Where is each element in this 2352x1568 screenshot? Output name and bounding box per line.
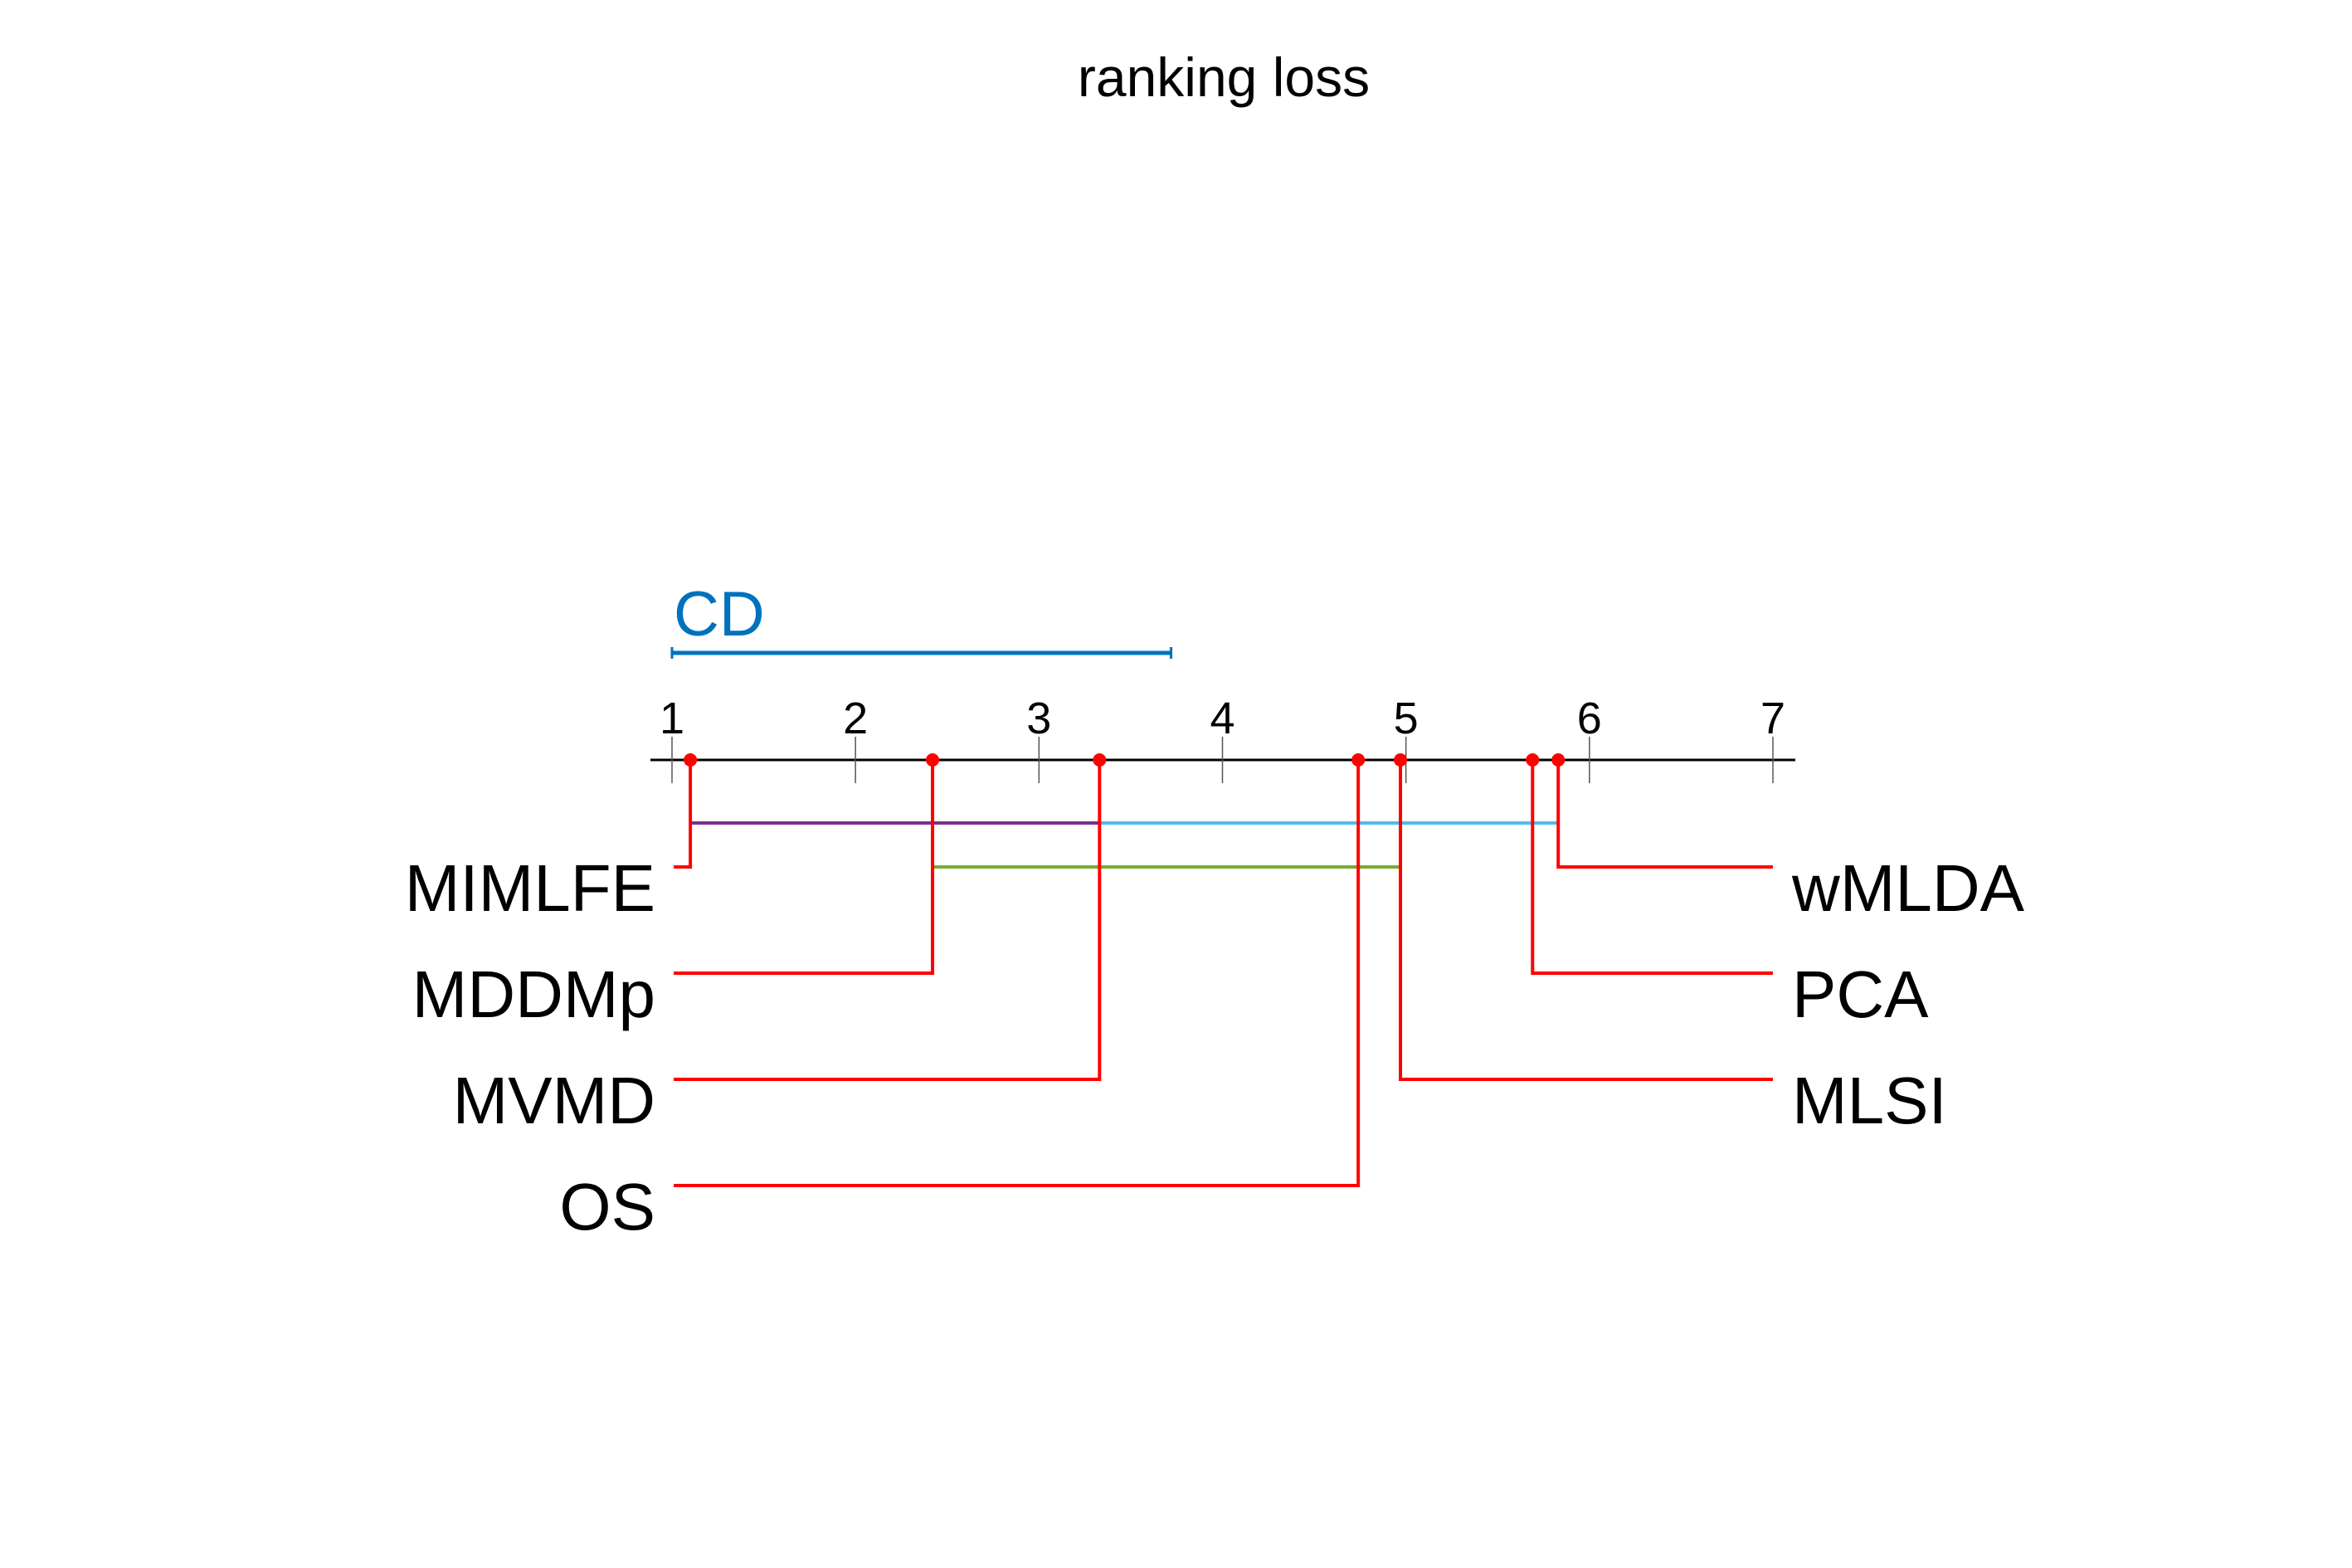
cd-bar: CD xyxy=(670,579,1173,659)
rank-point xyxy=(684,753,698,767)
rank-point xyxy=(1351,753,1366,767)
tick-label: 2 xyxy=(843,694,868,743)
tick-label: 7 xyxy=(1760,694,1785,743)
method-label: MLSI xyxy=(1792,1064,1947,1137)
method-label: PCA xyxy=(1792,957,1929,1031)
rank-point xyxy=(926,753,940,767)
tick-label: 3 xyxy=(1026,694,1051,743)
method-connector xyxy=(1531,760,1773,975)
rank-axis: 1 2 3 4 5 6 7 xyxy=(650,694,1795,783)
method-connector xyxy=(1556,760,1773,869)
method-label: MVMD xyxy=(453,1064,655,1137)
rank-point xyxy=(1093,753,1107,767)
method-connectors: MIMLFE MDDMp MVMD OS wMLDA PCA MLSI xyxy=(405,753,2025,1244)
tick-label: 4 xyxy=(1210,694,1234,743)
chart-title: ranking loss xyxy=(1078,46,1370,108)
method-label: OS xyxy=(559,1170,655,1244)
tick-label: 6 xyxy=(1577,694,1602,743)
method-label: MIMLFE xyxy=(405,851,655,925)
method-connector xyxy=(674,760,693,869)
method-connector xyxy=(1399,760,1773,1081)
rank-point xyxy=(1526,753,1540,767)
cd-label: CD xyxy=(674,579,765,650)
method-connector xyxy=(674,760,1361,1187)
method-label: MDDMp xyxy=(412,957,655,1031)
tick-label: 5 xyxy=(1394,694,1419,743)
method-connector xyxy=(674,760,935,975)
method-connector xyxy=(674,760,1102,1081)
rank-point xyxy=(1394,753,1408,767)
tick-label: 1 xyxy=(660,694,684,743)
clique-bars xyxy=(690,821,1559,869)
method-label: wMLDA xyxy=(1791,851,2025,925)
rank-point xyxy=(1551,753,1566,767)
